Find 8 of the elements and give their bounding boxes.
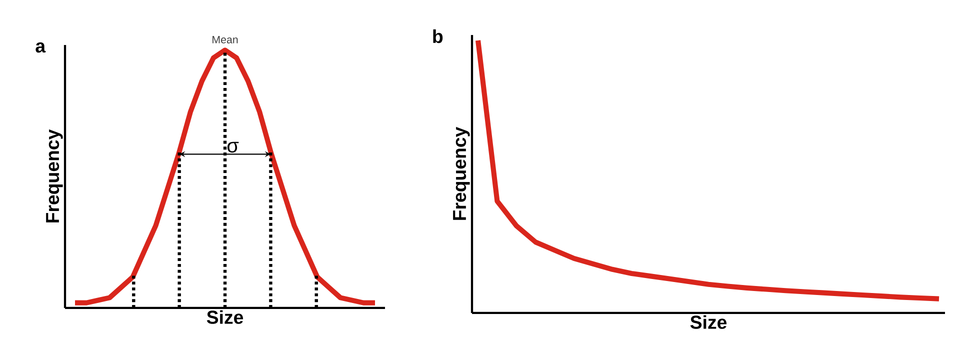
x-axis-title: Size xyxy=(690,315,727,329)
annotation: σ xyxy=(227,142,239,153)
y-axis-title: Frequency xyxy=(46,129,63,222)
text: Mean xyxy=(212,36,238,44)
chart-title: b xyxy=(433,29,443,44)
x-axis-title: Size xyxy=(206,310,244,324)
chart-title: a xyxy=(36,42,46,53)
y-axis-title: Frequency xyxy=(453,126,470,220)
